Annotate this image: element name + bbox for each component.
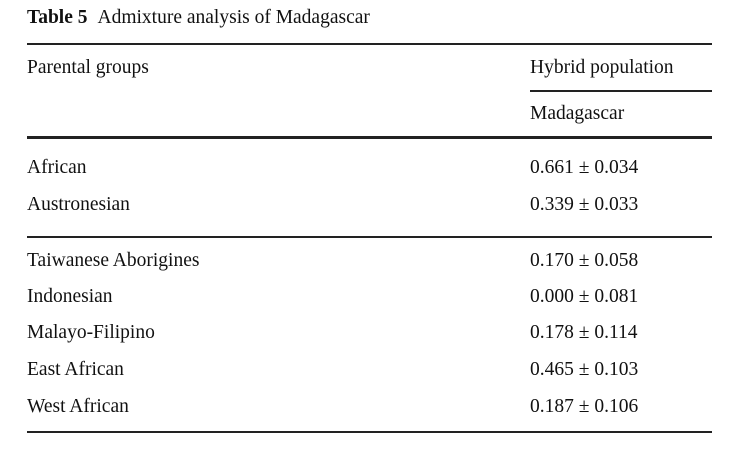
row-value: 0.170 ± 0.058 (530, 250, 639, 271)
header-hybrid-population: Hybrid population (530, 57, 674, 78)
row-group: Malayo-Filipino (27, 322, 155, 343)
row-value: 0.465 ± 0.103 (530, 359, 639, 380)
row-value: 0.178 ± 0.114 (530, 322, 638, 343)
header-bottom-rule (27, 136, 712, 139)
row-group: East African (27, 359, 124, 380)
row-value: 0.000 ± 0.081 (530, 286, 639, 307)
header-sub-rule (530, 90, 712, 92)
row-group: Taiwanese Aborigines (27, 250, 200, 271)
table-title: Table 5 Admixture analysis of Madagascar (27, 8, 370, 28)
header-parental-groups: Parental groups (27, 57, 149, 78)
bottom-rule (27, 431, 712, 433)
table-label: Table 5 (27, 7, 88, 28)
row-group: African (27, 157, 87, 178)
header-madagascar: Madagascar (530, 103, 625, 124)
row-value: 0.339 ± 0.033 (530, 194, 639, 215)
row-value: 0.661 ± 0.034 (530, 157, 639, 178)
row-value: 0.187 ± 0.106 (530, 396, 639, 417)
section-rule (27, 236, 712, 238)
row-group: West African (27, 396, 129, 417)
table-caption: Admixture analysis of Madagascar (97, 7, 370, 28)
top-rule (27, 43, 712, 45)
row-group: Indonesian (27, 286, 113, 307)
row-group: Austronesian (27, 194, 130, 215)
